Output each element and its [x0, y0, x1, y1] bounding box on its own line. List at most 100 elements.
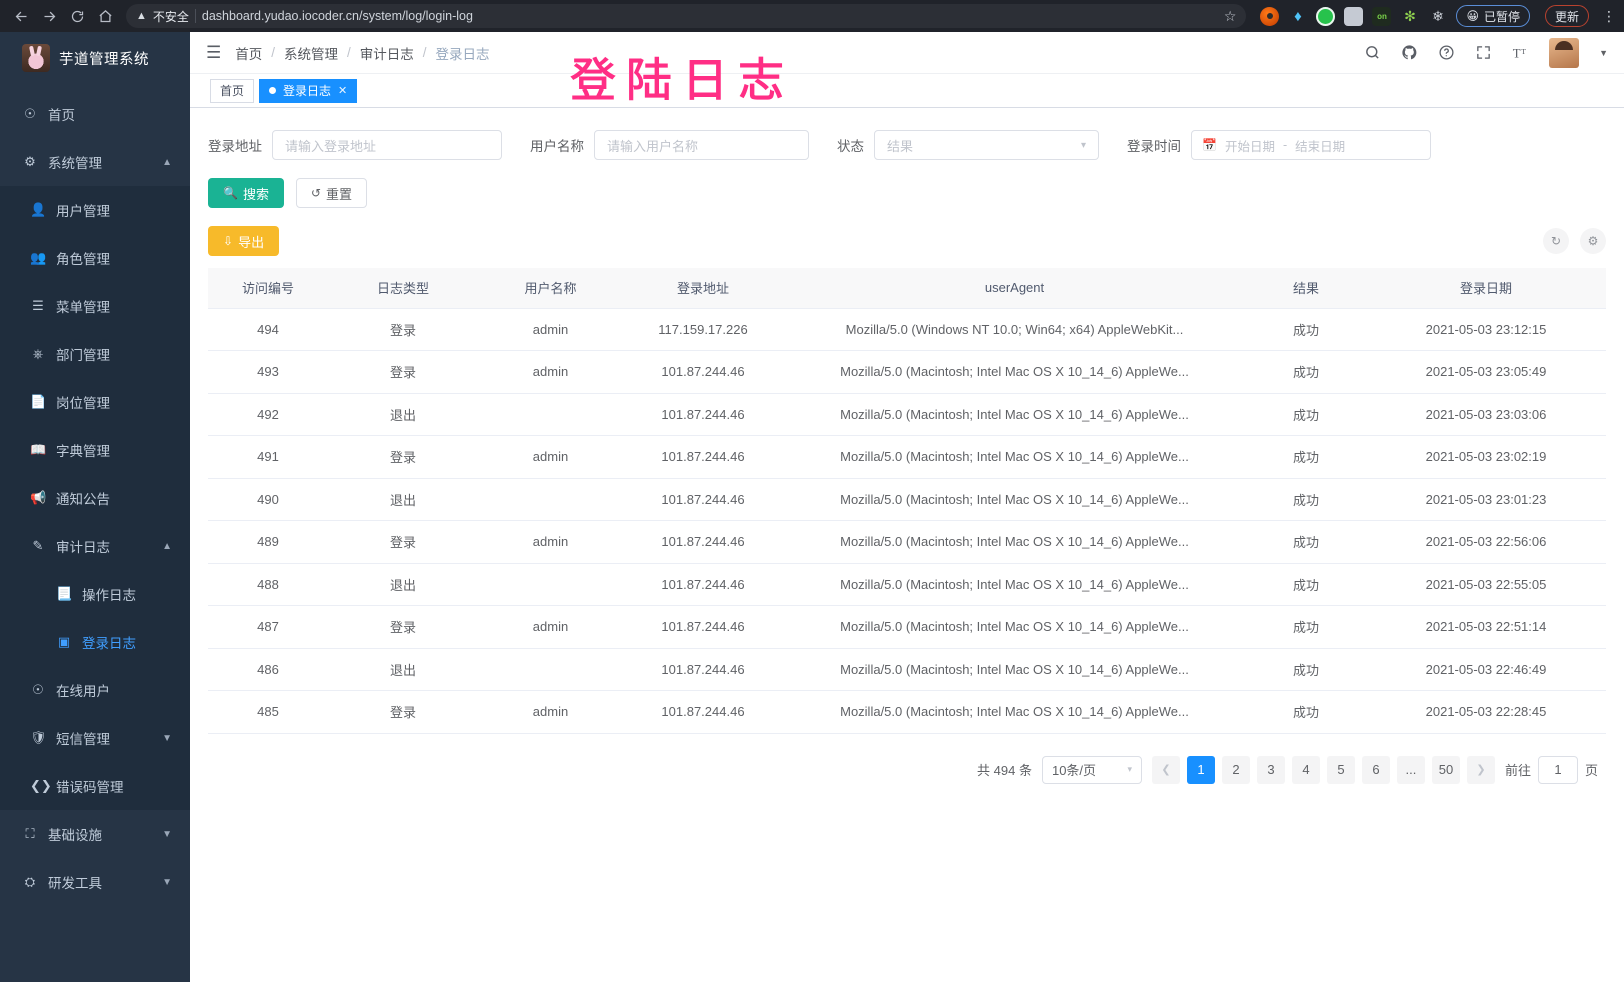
- sidebar-item-role-mgmt[interactable]: 👥 角色管理: [0, 234, 190, 282]
- sidebar-item-infra[interactable]: ⛶ 基础设施 ▼: [0, 810, 190, 858]
- book-icon: 📖: [30, 442, 47, 457]
- table-row[interactable]: 489 登录 admin 101.87.244.46 Mozilla/5.0 (Maci…: [208, 520, 1606, 564]
- chevron-down-icon[interactable]: ▼: [1599, 47, 1608, 58]
- kebab-menu-icon[interactable]: ⋮: [1602, 8, 1616, 24]
- avatar[interactable]: [1549, 37, 1580, 68]
- columns-icon[interactable]: ⚙: [1580, 228, 1606, 254]
- tab-login-log[interactable]: 登录日志 ✕: [259, 78, 358, 103]
- sidebar-logo-text: 芋道管理系统: [59, 51, 149, 68]
- col-header-date: 登录日期: [1366, 268, 1606, 309]
- cell-type: 登录: [328, 435, 478, 479]
- breadcrumb-item-audit[interactable]: 审计日志: [359, 46, 414, 62]
- home-icon[interactable]: [92, 3, 118, 29]
- sidebar-item-system[interactable]: ⚙ 系统管理 ▲: [0, 138, 190, 186]
- paused-badge[interactable]: 😀 已暂停: [1456, 5, 1530, 27]
- main-area: ☰ 首页 / 系统管理 / 审计日志 / 登录日志 登陆日志: [190, 32, 1624, 982]
- address-bar[interactable]: ▲ 不安全 dashboard.yudao.iocoder.cn/system/…: [126, 4, 1247, 28]
- tab-home[interactable]: 首页: [210, 78, 255, 103]
- col-header-id: 访问编号: [208, 268, 328, 309]
- table-row[interactable]: 487 登录 admin 101.87.244.46 Mozilla/5.0 (Maci…: [208, 605, 1606, 649]
- cell-useragent: Mozilla/5.0 (Windows NT 10.0; Win64; x64…: [783, 308, 1246, 351]
- star-icon[interactable]: ☆: [1223, 7, 1237, 24]
- page-size-select[interactable]: 10条/页 ▾: [1041, 755, 1142, 784]
- sidebar-item-dev-tools[interactable]: ⛭ 研发工具 ▼: [0, 858, 190, 906]
- page-button-5[interactable]: 5: [1326, 755, 1355, 784]
- sidebar-item-login-log[interactable]: ▣ 登录日志: [0, 618, 190, 666]
- sidebar-item-online-user[interactable]: ☉ 在线用户: [0, 666, 190, 714]
- sidebar-item-error-code[interactable]: ❮❯ 错误码管理: [0, 762, 190, 810]
- help-icon[interactable]: [1438, 44, 1455, 61]
- page-button-6[interactable]: 6: [1361, 755, 1390, 784]
- reset-button-label: 重置: [326, 186, 353, 202]
- leaf-icon[interactable]: ✻: [1404, 7, 1416, 24]
- page-button-2[interactable]: 2: [1221, 755, 1250, 784]
- sidebar-item-menu-mgmt[interactable]: ☰ 菜单管理: [0, 282, 190, 330]
- search-icon[interactable]: [1364, 44, 1381, 61]
- github-icon[interactable]: [1401, 44, 1418, 61]
- breadcrumb-item-system[interactable]: 系统管理: [284, 46, 339, 62]
- cell-useragent: Mozilla/5.0 (Macintosh; Intel Mac OS X 1…: [783, 605, 1246, 649]
- table-row[interactable]: 486 退出 101.87.244.46 Mozilla/5.0 (Macintosh…: [208, 648, 1606, 691]
- ubuntu-icon[interactable]: [1260, 6, 1280, 26]
- sidebar-item-audit-log[interactable]: ✎ 审计日志 ▲: [0, 522, 190, 570]
- puzzle-icon[interactable]: ❄: [1432, 7, 1444, 24]
- table-row[interactable]: 491 登录 admin 101.87.244.46 Mozilla/5.0 (Maci…: [208, 435, 1606, 479]
- login-time-range-picker[interactable]: 📅 开始日期 - 结束日期: [1191, 130, 1431, 160]
- sidebar-logo[interactable]: 芋道管理系统: [0, 32, 190, 84]
- cell-result: 成功: [1246, 350, 1366, 394]
- search-button[interactable]: 🔍 搜索: [208, 178, 284, 208]
- cell-ip: 101.87.244.46: [623, 350, 783, 394]
- login-log-table: 访问编号 日志类型 用户名称 登录地址 userAgent 结果 登录日期 49…: [208, 268, 1606, 734]
- sidebar-item-home[interactable]: ☉ 首页: [0, 90, 190, 138]
- chevron-down-icon: ▼: [162, 876, 172, 888]
- on-badge-icon[interactable]: on: [1372, 6, 1392, 26]
- update-badge[interactable]: 更新: [1544, 5, 1589, 27]
- cell-ip: 101.87.244.46: [623, 690, 783, 734]
- status-select[interactable]: 结果 ▾: [874, 130, 1099, 160]
- notes-icon[interactable]: [1344, 6, 1364, 26]
- reload-icon[interactable]: [64, 3, 90, 29]
- sidebar-item-notice[interactable]: 📢 通知公告: [0, 474, 190, 522]
- login-address-input[interactable]: 请输入登录地址: [272, 130, 502, 160]
- sidebar-item-dict-mgmt[interactable]: 📖 字典管理: [0, 426, 190, 474]
- jump-page-input[interactable]: 1: [1537, 755, 1578, 784]
- page-button-3[interactable]: 3: [1256, 755, 1285, 784]
- table-row[interactable]: 494 登录 admin 117.159.17.226 Mozilla/5.0 (Win…: [208, 308, 1606, 351]
- prev-page-button[interactable]: ❮: [1151, 755, 1180, 784]
- svg-text:T: T: [1521, 47, 1526, 56]
- export-button[interactable]: ⇩ 导出: [208, 226, 280, 256]
- table-row[interactable]: 492 退出 101.87.244.46 Mozilla/5.0 (Macintosh…: [208, 393, 1606, 436]
- user-icon: 👤: [30, 202, 47, 217]
- page-button-4[interactable]: 4: [1291, 755, 1320, 784]
- table-row[interactable]: 488 退出 101.87.244.46 Mozilla/5.0 (Macintosh…: [208, 563, 1606, 606]
- sidebar-item-sms-mgmt[interactable]: 🛡 短信管理 ▼: [0, 714, 190, 762]
- cell-useragent: Mozilla/5.0 (Macintosh; Intel Mac OS X 1…: [783, 435, 1246, 479]
- reset-button[interactable]: ↺ 重置: [295, 178, 368, 208]
- sidebar-item-label: 部门管理: [56, 348, 110, 363]
- table-row[interactable]: 485 登录 admin 101.87.244.46 Mozilla/5.0 (Maci…: [208, 690, 1606, 734]
- next-page-button[interactable]: ❯: [1466, 755, 1495, 784]
- table-row[interactable]: 490 退出 101.87.244.46 Mozilla/5.0 (Macintosh…: [208, 478, 1606, 521]
- cell-user: admin: [478, 605, 623, 649]
- page-button-50[interactable]: 50: [1431, 755, 1460, 784]
- table-icon-actions: ↻ ⚙: [1543, 228, 1606, 254]
- breadcrumb-item-home[interactable]: 首页: [235, 46, 263, 62]
- forward-arrow-icon[interactable]: [36, 3, 62, 29]
- sidebar-item-user-mgmt[interactable]: 👤 用户管理: [0, 186, 190, 234]
- table-row[interactable]: 493 登录 admin 101.87.244.46 Mozilla/5.0 (Maci…: [208, 350, 1606, 394]
- page-ellipsis[interactable]: ...: [1396, 755, 1425, 784]
- megaphone-icon: 📢: [30, 490, 47, 505]
- sidebar-item-dept-mgmt[interactable]: ⎈ 部门管理: [0, 330, 190, 378]
- wechat-icon[interactable]: [1316, 6, 1336, 26]
- back-arrow-icon[interactable]: [8, 3, 34, 29]
- hamburger-icon[interactable]: ☰: [206, 43, 222, 62]
- user-name-input[interactable]: 请输入用户名称: [594, 130, 809, 160]
- fullscreen-icon[interactable]: [1475, 44, 1492, 61]
- sidebar-item-post-mgmt[interactable]: 📄 岗位管理: [0, 378, 190, 426]
- sidebar-item-operation-log[interactable]: 📃 操作日志: [0, 570, 190, 618]
- diamond-icon[interactable]: ♦: [1294, 7, 1302, 25]
- page-button-1[interactable]: 1: [1186, 755, 1215, 784]
- refresh-icon[interactable]: ↻: [1543, 228, 1569, 254]
- close-icon[interactable]: ✕: [338, 85, 348, 97]
